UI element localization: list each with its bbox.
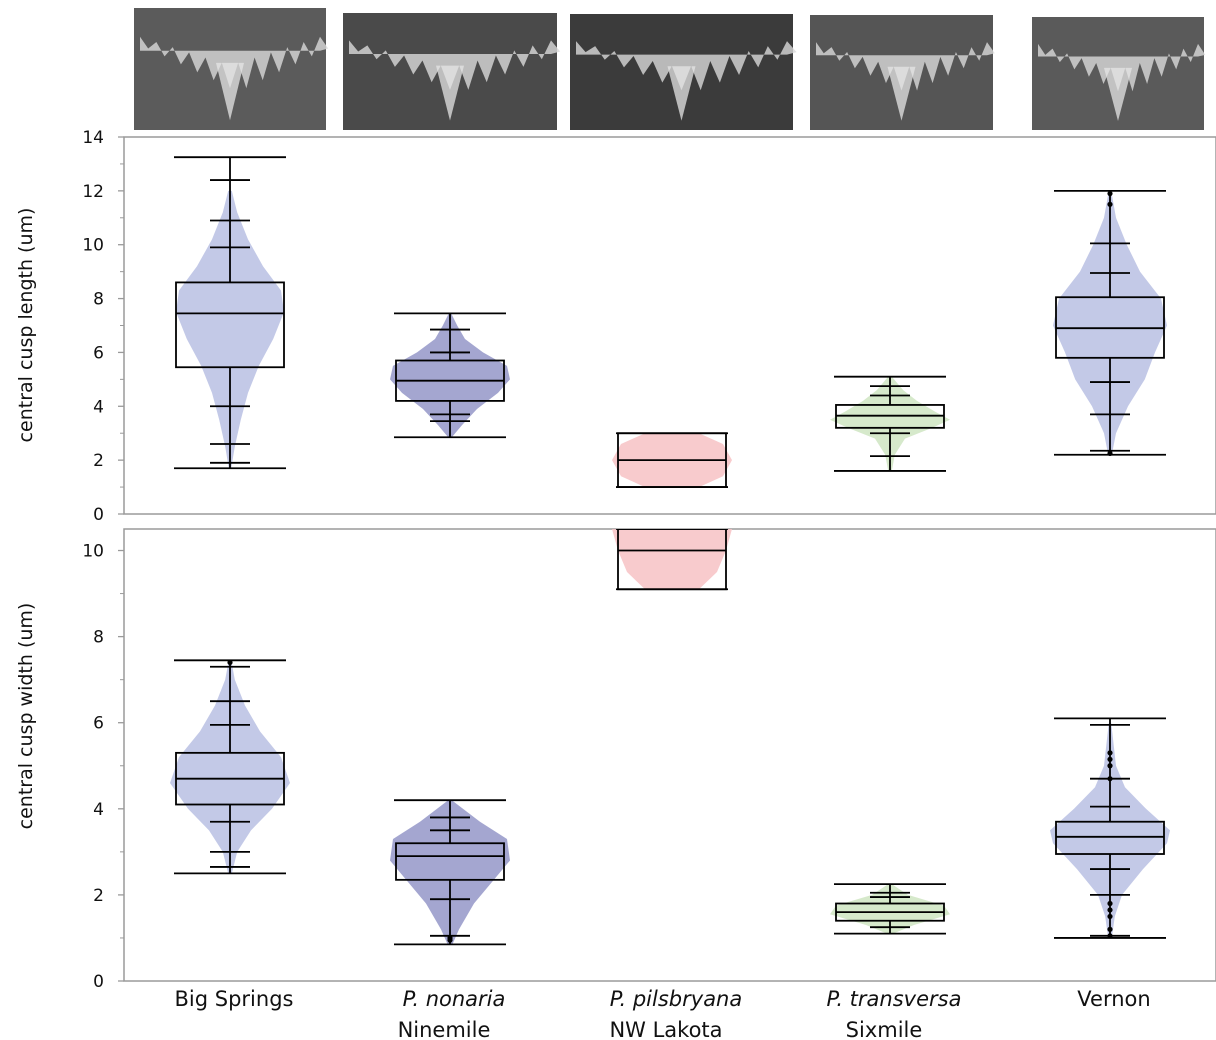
outlier-point	[1107, 190, 1113, 197]
outlier-point	[1107, 907, 1113, 913]
y-tick-label: 0	[93, 505, 104, 525]
violin-density	[830, 376, 950, 471]
iqr-box	[617, 529, 727, 591]
violin-density	[170, 660, 290, 874]
y-tick-label: 8	[93, 290, 104, 310]
category-species: P. pilsbryana	[610, 987, 743, 1011]
length-y-axis: 0 2 4 6 8 10 12 14	[82, 128, 124, 525]
y-tick-label: 14	[82, 128, 104, 148]
outlier-point	[447, 935, 453, 941]
category-labels: Big Springs P. nonaria Ninemile P. pilsbrya…	[175, 987, 1151, 1040]
tooth-image-thumbnail	[1032, 17, 1206, 130]
violin-group	[390, 799, 510, 946]
outlier-point	[1107, 900, 1113, 907]
length-violins	[174, 156, 1167, 488]
iqr-box	[1055, 820, 1165, 855]
y-tick-label: 4	[93, 397, 104, 417]
violin-density	[176, 190, 284, 469]
y-tick-label: 12	[82, 182, 104, 202]
width-violins	[170, 529, 1170, 946]
category-site: Big Springs	[175, 987, 294, 1011]
iqr-box	[395, 842, 505, 881]
violin-density	[612, 529, 732, 590]
category-site: NW Lakota	[609, 1018, 722, 1040]
outlier-point	[1107, 926, 1113, 932]
outlier-point	[1107, 756, 1113, 762]
y-tick-label: 2	[93, 886, 104, 906]
tooth-image-thumbnail	[570, 14, 797, 130]
y-tick-label: 0	[93, 972, 104, 992]
violin-group	[390, 312, 510, 439]
width-y-axis-title: central cusp width (um)	[15, 603, 37, 830]
category-label: Big Springs	[175, 987, 294, 1011]
category-label: Vernon	[1077, 987, 1150, 1011]
outlier-point	[1107, 750, 1113, 756]
outlier-point	[1107, 450, 1113, 457]
length-panel: 0 2 4 6 8 10 12 14 central cusp length (um)	[15, 128, 1216, 525]
outlier-point	[227, 659, 233, 666]
width-plot-frame	[123, 528, 1216, 982]
width-panel: 0 2 4 6 8 10 central cusp width (um)	[15, 528, 1216, 992]
y-tick-label: 10	[82, 542, 104, 562]
category-label: P. nonaria Ninemile	[398, 987, 506, 1040]
violin-density	[1050, 722, 1170, 938]
tooth-image-thumbnail	[343, 13, 561, 130]
outlier-point	[1107, 933, 1113, 939]
y-tick-label: 6	[93, 343, 104, 363]
violin-group	[830, 883, 950, 935]
category-site: Vernon	[1077, 987, 1150, 1011]
category-site: Sixmile	[846, 1018, 923, 1040]
violin-density	[390, 313, 510, 438]
y-tick-label: 6	[93, 714, 104, 734]
y-tick-label: 8	[93, 628, 104, 648]
length-y-axis-title: central cusp length (um)	[15, 208, 37, 443]
y-tick-label: 10	[82, 236, 104, 256]
violin-group	[1053, 189, 1167, 457]
tooth-image-thumbnail	[810, 15, 995, 130]
tooth-image-row	[134, 8, 1206, 130]
outlier-point	[1107, 913, 1113, 920]
violin-density	[1053, 190, 1167, 455]
category-label: P. pilsbryana NW Lakota	[609, 987, 742, 1040]
outlier-point	[1107, 763, 1113, 769]
violin-group	[1050, 717, 1170, 939]
violin-group	[612, 529, 732, 591]
outlier-point	[1107, 201, 1113, 207]
y-tick-label: 2	[93, 451, 104, 471]
outlier-point	[1107, 776, 1113, 782]
category-species: P. nonaria	[403, 987, 506, 1011]
violin-density	[390, 800, 510, 945]
violin-group	[830, 375, 950, 472]
category-site: Ninemile	[398, 1018, 491, 1040]
iqr-box	[175, 281, 285, 369]
violin-group	[170, 659, 290, 875]
y-tick-label: 4	[93, 800, 104, 820]
violin-group	[174, 156, 286, 470]
category-species: P. transversa	[827, 987, 962, 1011]
violin-group	[612, 432, 732, 488]
category-label: P. transversa Sixmile	[827, 987, 962, 1040]
tooth-image-thumbnail	[134, 8, 329, 130]
width-y-axis: 0 2 4 6 8 10	[82, 542, 124, 992]
